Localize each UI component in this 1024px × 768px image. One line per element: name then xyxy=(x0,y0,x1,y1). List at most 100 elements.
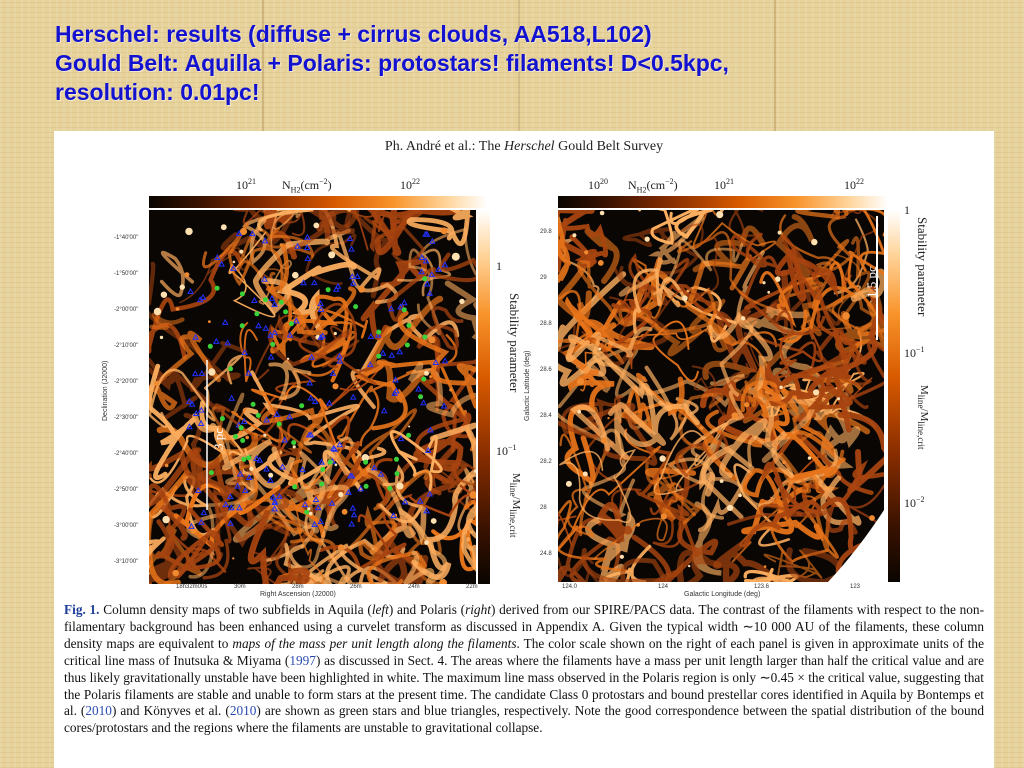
prestellar-core-marker xyxy=(354,272,361,279)
left-y-tick: -1°40'00" xyxy=(114,235,139,241)
prestellar-core-marker xyxy=(192,333,199,340)
prestellar-core-marker xyxy=(317,305,325,312)
clump xyxy=(153,307,162,316)
filament xyxy=(728,210,764,248)
filament xyxy=(730,232,826,336)
filament xyxy=(774,309,824,379)
filament xyxy=(777,285,857,344)
protostar-marker xyxy=(353,304,359,310)
filament xyxy=(779,452,820,494)
protostar-marker xyxy=(387,485,393,491)
prestellar-core-marker xyxy=(256,456,264,463)
prestellar-core-marker xyxy=(300,279,307,286)
filament xyxy=(838,340,884,405)
protostar-marker xyxy=(299,403,305,409)
prestellar-core-marker xyxy=(396,348,404,355)
prestellar-core-marker xyxy=(312,495,320,502)
protostar-marker xyxy=(292,484,298,490)
filament xyxy=(620,253,690,311)
filament xyxy=(558,517,621,582)
right-colorbar-mid: 1021 xyxy=(714,177,734,192)
left-y-tick: -1°50'00" xyxy=(114,271,139,277)
filament xyxy=(192,413,296,489)
filament xyxy=(652,239,744,296)
filament xyxy=(305,442,350,532)
clump xyxy=(469,491,476,499)
ref-1997[interactable]: 1997 xyxy=(289,652,316,668)
prestellar-core-marker xyxy=(350,511,358,518)
prestellar-core-marker xyxy=(346,234,354,241)
left-stability-tick-1: 1 xyxy=(496,259,502,273)
filament xyxy=(746,306,831,416)
filament xyxy=(347,210,394,251)
prestellar-core-marker xyxy=(263,416,271,423)
right-y-tick: 24.8 xyxy=(540,551,552,557)
filament xyxy=(311,308,369,368)
clump xyxy=(597,260,604,266)
prestellar-core-marker xyxy=(348,472,356,479)
prestellar-core-marker xyxy=(276,492,283,499)
prestellar-core-marker xyxy=(240,417,248,424)
protostar-marker xyxy=(376,353,382,359)
slide-title: Herschel: results (diffuse + cirrus clou… xyxy=(55,20,1005,107)
protostar-marker xyxy=(278,299,284,305)
prestellar-core-marker xyxy=(325,399,333,406)
filament xyxy=(413,412,472,472)
filament xyxy=(690,250,765,458)
clump xyxy=(660,513,667,520)
prestellar-core-marker xyxy=(224,339,232,346)
filament xyxy=(558,210,600,319)
ref-konyves-2010[interactable]: 2010 xyxy=(229,703,257,719)
prestellar-core-marker xyxy=(345,488,352,495)
right-y-tick: 28.6 xyxy=(540,367,552,373)
polaris-column-density-map: 1.5 pc xyxy=(558,210,884,582)
prestellar-core-marker xyxy=(426,490,434,497)
prestellar-core-marker xyxy=(311,520,318,527)
right-x-tick: 124 xyxy=(658,584,669,590)
aquila-column-density-map: 3 pc xyxy=(149,210,476,584)
prestellar-core-marker xyxy=(299,466,306,473)
filament xyxy=(845,210,884,289)
prestellar-core-marker xyxy=(304,254,312,262)
clump xyxy=(842,312,850,320)
prestellar-core-marker xyxy=(261,237,269,244)
prestellar-core-marker xyxy=(198,370,206,377)
prestellar-core-marker xyxy=(357,485,364,492)
prestellar-core-marker xyxy=(273,410,281,417)
ref-bontemps-2010[interactable]: 2010 xyxy=(85,703,112,719)
left-y-tick: -2°30'00" xyxy=(114,415,139,421)
filament xyxy=(633,444,697,551)
prestellar-core-marker xyxy=(228,394,235,401)
clump xyxy=(744,402,750,408)
prestellar-core-marker xyxy=(318,458,325,465)
clump xyxy=(607,417,610,420)
filament xyxy=(603,544,652,582)
prestellar-core-marker xyxy=(401,498,409,505)
protostar-marker xyxy=(255,413,261,418)
prestellar-core-marker xyxy=(428,271,436,278)
filament xyxy=(750,573,785,582)
prestellar-core-marker xyxy=(317,300,324,307)
prestellar-core-marker xyxy=(348,273,356,280)
clump xyxy=(361,454,369,462)
filament xyxy=(374,537,429,584)
prestellar-core-marker xyxy=(267,476,274,483)
running-head: Ph. André et al.: The Herschel Gould Bel… xyxy=(384,139,664,154)
filament xyxy=(645,461,702,525)
prestellar-core-marker xyxy=(200,509,208,516)
clump xyxy=(232,260,236,264)
filament xyxy=(149,363,197,481)
clump xyxy=(160,291,168,298)
left-stability-tick-2: 10−1 xyxy=(496,443,517,458)
prestellar-core-marker xyxy=(197,420,205,427)
clump xyxy=(474,469,476,473)
clump xyxy=(777,230,782,235)
left-y-tick: -3°10'00" xyxy=(114,559,139,565)
clump xyxy=(184,272,190,277)
filament xyxy=(632,268,686,334)
prestellar-core-marker xyxy=(330,444,337,451)
prestellar-core-marker xyxy=(307,394,315,401)
filament xyxy=(795,210,849,220)
clump xyxy=(837,397,840,401)
right-stability-tick-2: 10−1 xyxy=(904,345,925,360)
